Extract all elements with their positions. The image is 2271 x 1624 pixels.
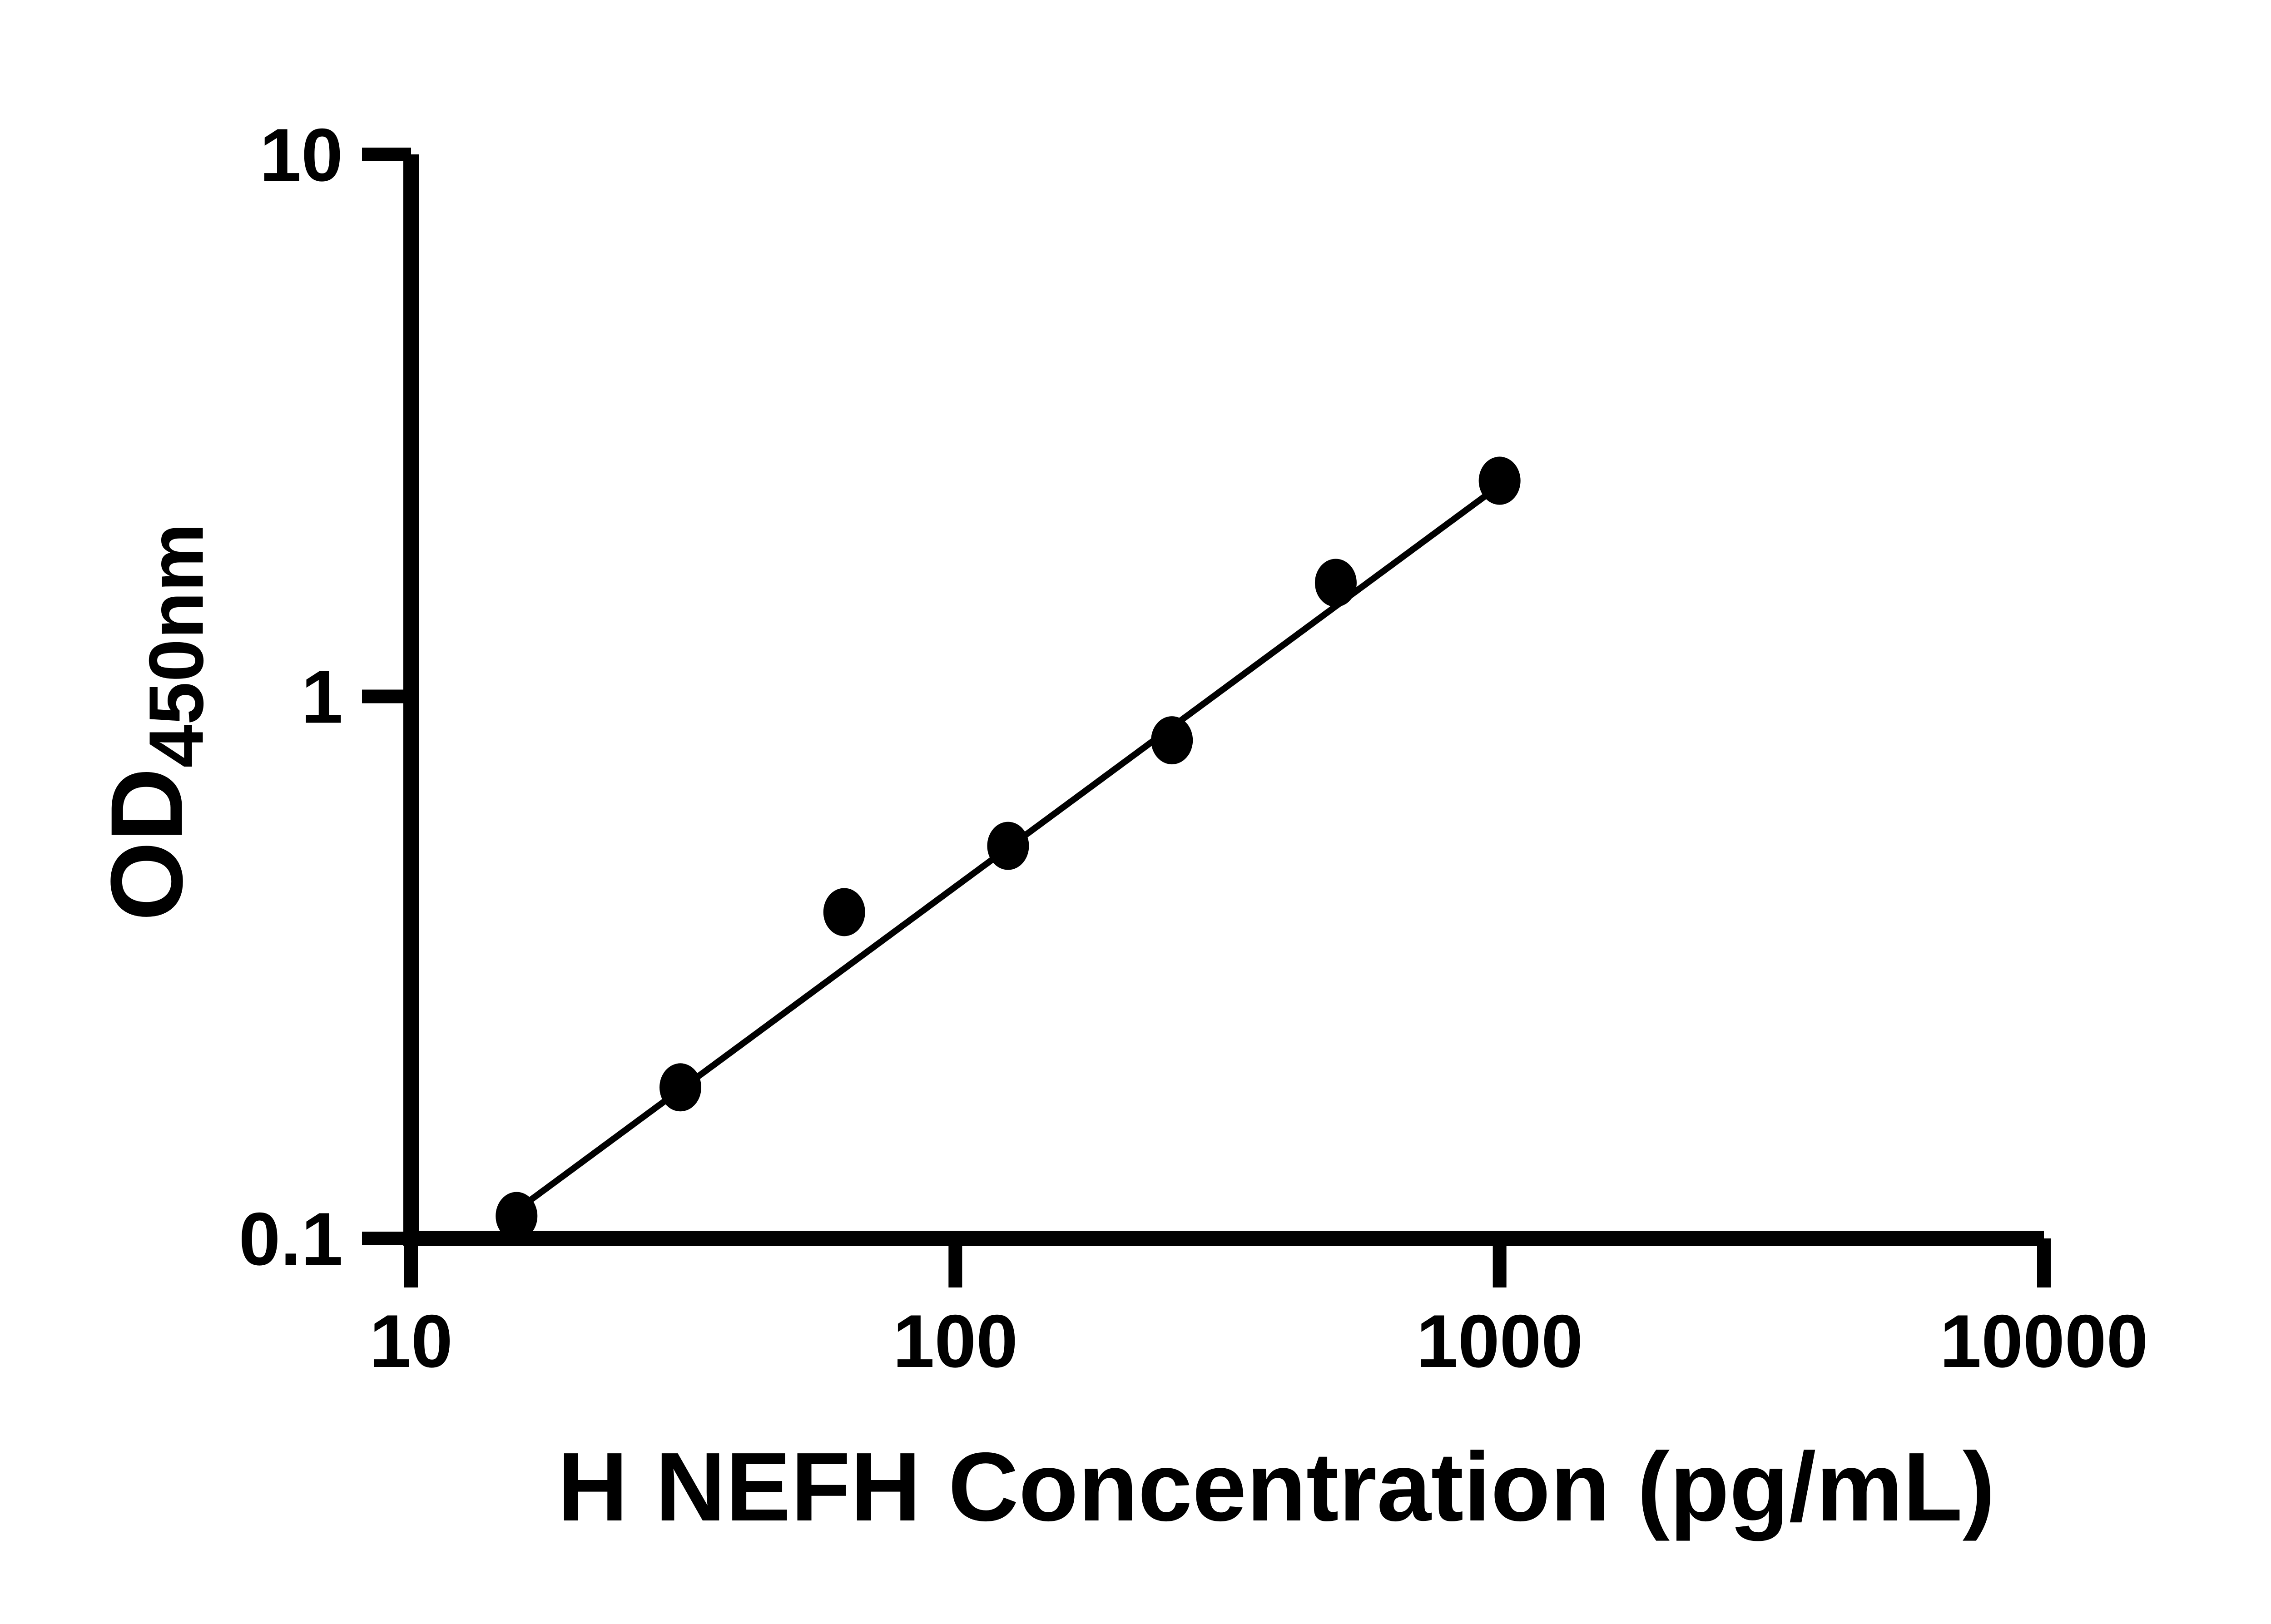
x-tick-label: 100 [893, 1299, 1018, 1383]
data-point [1314, 559, 1357, 607]
x-tick-label: 10000 [1940, 1299, 2148, 1383]
x-tick-label: 10 [369, 1299, 453, 1383]
data-point [659, 1063, 701, 1112]
data-point [823, 888, 865, 936]
y-axis-title-subscript: 450nm [133, 523, 220, 768]
y-tick-label: 0.1 [239, 1197, 343, 1281]
x-axis-title: H NEFH Concentration (pg/mL) [557, 1431, 1995, 1543]
y-axis-title-main: OD [89, 767, 204, 921]
data-point [496, 1192, 538, 1240]
y-tick-label: 10 [259, 113, 343, 197]
data-point [1478, 456, 1521, 505]
data-point [987, 822, 1029, 870]
y-tick-label: 1 [301, 655, 343, 739]
data-point [1151, 716, 1193, 765]
x-tick-label: 1000 [1416, 1299, 1583, 1383]
x-axis-title-text: H NEFH Concentration (pg/mL) [557, 1432, 1995, 1541]
y-axis-title: OD450nm [88, 523, 221, 921]
